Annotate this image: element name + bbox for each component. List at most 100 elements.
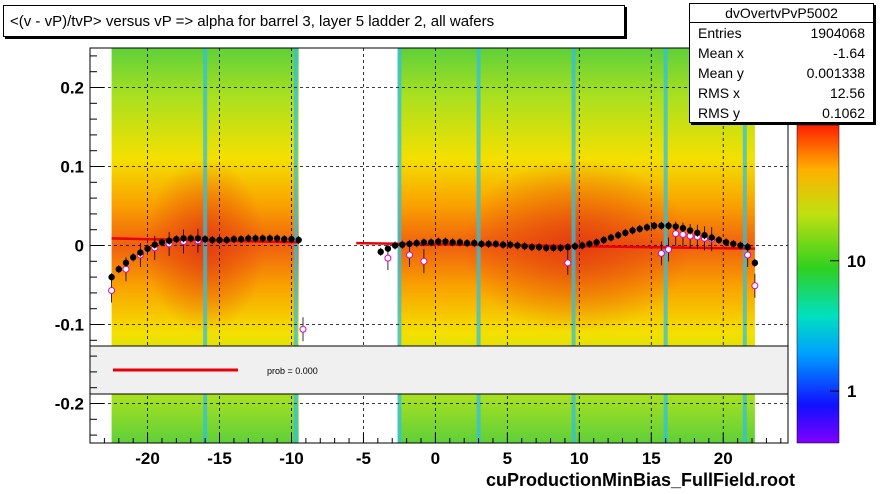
profile-point [730,240,737,248]
profile-point [288,235,295,243]
profile-point [622,229,629,237]
x-tick-label: 20 [714,449,733,468]
profile-point [550,244,557,252]
profile-point [295,236,302,244]
stats-row-entries: Entries 1904068 [690,23,873,43]
open-point [657,249,665,257]
stats-value: 12.56 [829,85,865,101]
profile-point [122,259,130,267]
x-tick-label: -15 [207,449,232,468]
open-point [405,251,413,259]
profile-point [456,239,464,246]
profile-point [600,236,607,244]
profile-point [180,235,187,242]
stats-row-mean-y: Mean y 0.001338 [690,63,873,83]
profile-point [442,238,449,245]
stats-row-mean-x: Mean x -1.64 [690,43,873,63]
profile-point [151,241,158,248]
profile-point [144,245,151,252]
profile-point [578,242,586,249]
legend-prob-label: prob = 0.000 [267,366,318,376]
stats-value: 0.1062 [822,105,865,121]
profile-point [165,237,173,244]
profile-point [514,242,521,249]
profile-point [266,235,274,242]
profile-point [507,241,514,248]
profile-point [593,239,600,246]
profile-point [435,238,442,245]
profile-point [223,236,230,244]
profile-point [187,235,194,242]
stats-row-rms-y: RMS y 0.1062 [690,103,873,123]
profile-point [492,240,500,248]
stats-row-rms-x: RMS x 12.56 [690,83,873,103]
color-scale-tick-label: 10 [847,252,866,271]
open-point [564,259,572,267]
profile-point [650,222,658,229]
profile-point [108,273,115,281]
profile-point [391,242,399,249]
x-tick-label: -20 [135,449,160,468]
profile-point [694,229,701,237]
profile-point [643,224,651,231]
profile-point [614,232,622,239]
profile-point [629,227,636,234]
profile-point [137,249,144,256]
x-tick-label: 15 [642,449,661,468]
profile-point [715,236,723,244]
profile-point [557,244,564,252]
profile-point [744,243,751,251]
open-point [751,282,759,290]
profile-point [658,222,665,229]
profile-point [463,239,471,247]
chart-title: <(v - vP)/tvP> versus vP => alpha for ba… [3,5,625,37]
open-point [384,254,392,262]
stats-value: -1.64 [833,45,865,61]
stats-label: Entries [698,25,742,41]
x-tick-label: -5 [356,449,371,468]
profile-point [571,243,579,250]
x-tick-label: 0 [431,449,440,468]
profile-point [679,224,687,232]
profile-point [194,235,202,242]
profile-point [535,243,543,251]
profile-point [665,222,672,229]
profile-point [245,235,252,242]
color-scale-tick-label: 1 [847,382,856,401]
x-tick-label: -10 [279,449,304,468]
profile-point [115,266,122,273]
profile-point [201,235,209,243]
profile-point [751,259,759,267]
open-point [665,245,673,253]
open-point [299,325,307,333]
y-tick-label: -0.2 [55,395,84,414]
stats-label: RMS x [698,85,740,101]
stats-value: 0.001338 [806,65,865,81]
profile-point [259,235,266,242]
profile-point [607,234,615,241]
profile-point [209,236,216,244]
stats-name: dvOvertvPvP5002 [690,4,873,23]
profile-point [129,254,137,261]
profile-point [420,239,428,246]
profile-point [686,227,694,234]
profile-point [281,235,288,243]
stats-label: Mean y [698,65,744,81]
y-tick-label: -0.1 [55,316,84,335]
profile-point [377,248,384,256]
profile-point [499,241,507,248]
stats-label: Mean x [698,45,744,61]
open-point [744,251,752,259]
y-tick-label: 0.2 [60,79,84,98]
profile-point [672,223,679,230]
profile-point [230,235,238,243]
profile-point [252,235,259,242]
profile-point [158,239,166,246]
profile-point [722,239,730,246]
profile-point [485,240,492,248]
x-tick-label: 5 [503,449,512,468]
profile-point [384,245,392,252]
x-tick-label: 10 [570,449,589,468]
stats-value: 1904068 [810,25,865,41]
